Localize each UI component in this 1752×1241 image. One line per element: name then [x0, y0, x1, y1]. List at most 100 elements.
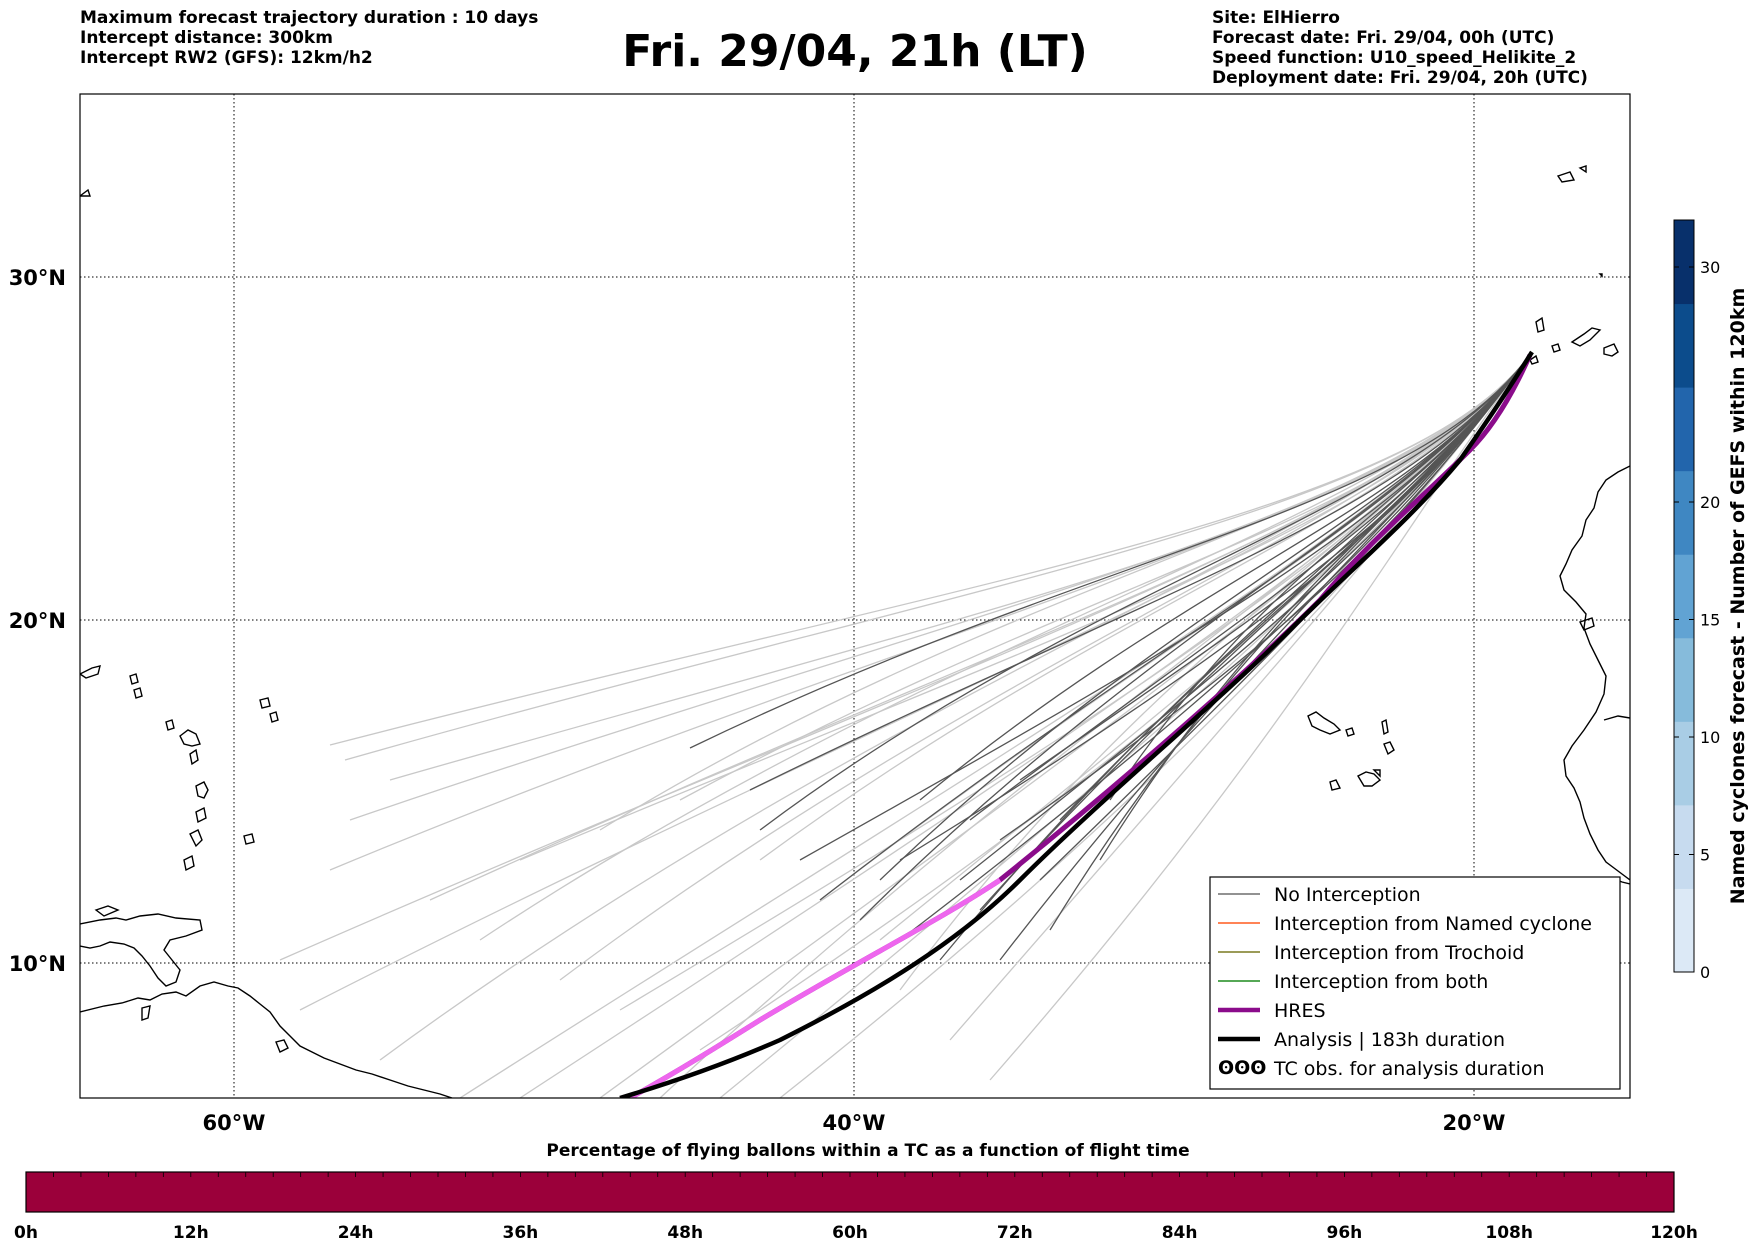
lat-label: 10°N	[9, 952, 66, 976]
colorbar-band	[1674, 721, 1694, 806]
coast-madeira-2	[1578, 165, 1587, 174]
coast-lesser-antilles-5	[183, 854, 195, 872]
colorbar-frame	[1673, 219, 1695, 973]
trajectory-line	[989, 354, 1531, 1081]
coast-canary-1	[1535, 316, 1545, 333]
coast-cape-verde-4	[1383, 741, 1395, 756]
trajectory-line	[519, 354, 1531, 861]
site-text: Site: ElHierro	[1212, 8, 1340, 28]
coast-small-island-1	[129, 673, 139, 685]
colorbar-band	[1674, 554, 1694, 639]
colorbar-tick-label: 30	[1700, 258, 1720, 277]
legend-item: Interception from Named cyclone	[1218, 913, 1592, 935]
tc-bar-tick-label: 60h	[832, 1223, 868, 1241]
trajectory-line	[759, 354, 1531, 831]
colorbar-tick-label: 10	[1700, 728, 1720, 747]
tc-bar-tick-label: 108h	[1485, 1223, 1533, 1241]
tc-percentage-bar: Percentage of flying ballons within a TC…	[14, 1141, 1698, 1241]
trajectory-line	[329, 354, 1531, 871]
tc-bar-tick-label: 84h	[1162, 1223, 1198, 1241]
coast-small-island-3	[259, 697, 271, 709]
speed-function-text: Speed function: U10_speed_Helikite_2	[1212, 48, 1577, 68]
tc-bar-fill	[25, 1171, 1675, 1213]
coast-cape-verde-3	[1381, 718, 1389, 736]
tc-bar-title: Percentage of flying ballons within a TC…	[546, 1141, 1189, 1161]
trajectory-line	[749, 354, 1531, 791]
trajectory-line	[344, 354, 1531, 761]
coast-small-island-2	[133, 687, 143, 699]
coast-canary-5	[1529, 354, 1539, 365]
legend-item: No Interception	[1218, 884, 1421, 906]
trajectory-line	[1109, 354, 1531, 801]
coast-cape-verde-6	[1329, 779, 1342, 791]
colorbar-title: Named cyclones forecast - Number of GEFS…	[1727, 288, 1749, 905]
coast-madeira	[1556, 171, 1576, 183]
colorbar-tick-label: 5	[1700, 846, 1710, 865]
trajectory-line	[759, 354, 1531, 861]
legend-label: HRES	[1274, 1000, 1326, 1022]
lat-label: 30°N	[9, 266, 66, 290]
colorbar: 0 5 10 15 20 30 Named cyclones forecast - Numb…	[1673, 219, 1749, 982]
colorbar-tick-label: 0	[1700, 963, 1710, 982]
tc-obs-symbol: ʘʘʘ	[1218, 1057, 1266, 1079]
legend-label: Interception from Trochoid	[1274, 942, 1524, 964]
tc-bar-tick-label: 36h	[503, 1223, 539, 1241]
lon-label: 40°W	[823, 1111, 886, 1135]
coast-island-a	[141, 1005, 151, 1021]
legend-item: Analysis | 183h duration	[1218, 1029, 1505, 1051]
axis-labels: 60°W 40°W 20°W 30°N 20°N 10°N	[9, 266, 1506, 1135]
trajectory-line	[919, 354, 1531, 801]
header-right-info: Site: ElHierro Forecast date: Fri. 29/04…	[1212, 8, 1588, 88]
coast-canary-3	[1603, 343, 1619, 357]
trajectory-line	[599, 354, 1531, 831]
coast-cape-verde-1	[1307, 711, 1342, 735]
tc-bar-tick-label: 120h	[1650, 1223, 1698, 1241]
legend-label: Analysis | 183h duration	[1274, 1029, 1505, 1051]
legend-label: Interception from both	[1274, 971, 1488, 993]
coast-selvagens	[1598, 273, 1603, 278]
legend-label: Interception from Named cyclone	[1274, 913, 1592, 935]
trajectory-line	[689, 354, 1531, 749]
colorbar-band	[1674, 470, 1694, 555]
colorbar-tick-label: 15	[1700, 611, 1720, 630]
coast-lesser-antilles-2	[195, 781, 209, 799]
deployment-date-text: Deployment date: Fri. 29/04, 20h (UTC)	[1212, 68, 1588, 88]
coast-lesser-antilles-4	[189, 829, 203, 848]
coast-hispaniola	[80, 913, 203, 987]
coast-africa	[1559, 465, 1630, 881]
legend-label: No Interception	[1274, 884, 1421, 906]
legend: No Interception Interception from Named c…	[1209, 876, 1621, 1090]
intercept-rw2-text: Intercept RW2 (GFS): 12km/h2	[80, 48, 373, 68]
colorbar-tick-label: 20	[1700, 493, 1720, 512]
lon-label: 20°W	[1443, 1111, 1506, 1135]
coast-canary-2	[1570, 327, 1602, 347]
coast-lesser-antilles-6	[189, 748, 199, 766]
page-title: Fri. 29/04, 21h (LT)	[622, 26, 1088, 77]
colorbar-band	[1674, 804, 1694, 889]
tc-bar-tick-label: 0h	[14, 1223, 38, 1241]
trajectory-ensemble	[279, 350, 1534, 1098]
forecast-date-text: Forecast date: Fri. 29/04, 00h (UTC)	[1212, 28, 1555, 48]
legend-item: HRES	[1218, 1000, 1326, 1022]
coast-africa-inlet	[1579, 617, 1595, 631]
coast-cape-verde-5	[1357, 771, 1382, 787]
coast-cape-verde-7	[1372, 769, 1381, 778]
legend-item: Interception from Trochoid	[1218, 942, 1524, 964]
intercept-distance-text: Intercept distance: 300km	[80, 28, 333, 48]
coast-atlantic-north	[80, 188, 91, 197]
legend-label: TC obs. for analysis duration	[1273, 1058, 1545, 1080]
coast-canary-4	[1551, 343, 1561, 353]
coast-south-america	[80, 981, 453, 1098]
header-left-info: Maximum forecast trajectory duration : 1…	[80, 8, 538, 68]
map-frame	[79, 93, 1631, 1099]
tc-bar-tick-label: 72h	[997, 1223, 1033, 1241]
colorbar-band	[1674, 387, 1694, 472]
coast-cape-verde-2	[1345, 727, 1355, 737]
coast-small-island-4	[269, 711, 279, 723]
coast-small-island-5	[165, 719, 175, 731]
legend-item: ʘʘʘ TC obs. for analysis duration	[1218, 1057, 1545, 1080]
colorbar-band	[1674, 637, 1694, 722]
colorbar-band	[1674, 220, 1694, 305]
coast-venezuela-islands	[94, 905, 120, 917]
legend-item: Interception from both	[1218, 971, 1488, 993]
